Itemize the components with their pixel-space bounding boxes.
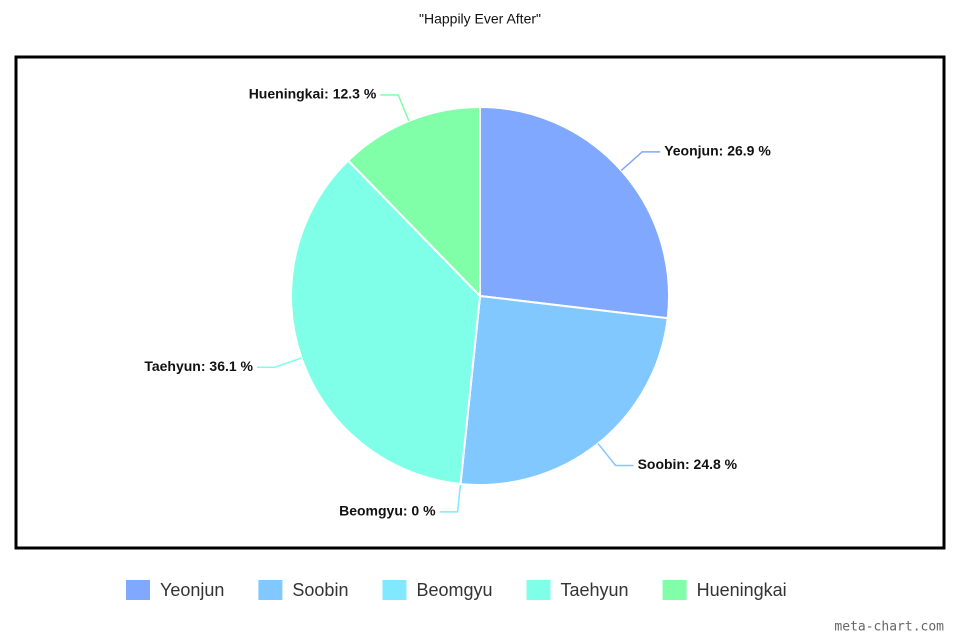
legend-label: Hueningkai [697, 580, 787, 600]
data-label: Hueningkai: 12.3 % [249, 86, 377, 102]
data-label: Taehyun: 36.1 % [144, 358, 253, 374]
legend-label: Beomgyu [416, 580, 492, 600]
data-label: Beomgyu: 0 % [339, 503, 436, 519]
legend-label: Soobin [292, 580, 348, 600]
watermark: meta-chart.com [834, 620, 944, 635]
data-label: Yeonjun: 26.9 % [664, 143, 771, 159]
leader-line [597, 443, 634, 467]
leader-line [620, 151, 661, 172]
leader-line [257, 357, 302, 368]
pie-slice [346, 105, 481, 299]
legend-swatch [526, 580, 551, 600]
legend-swatch [662, 580, 687, 600]
data-label: Soobin: 24.8 % [638, 456, 738, 472]
legend-swatch [126, 580, 150, 600]
legend-label: Yeonjun [160, 580, 224, 600]
chart-title: "Happily Ever After" [419, 11, 541, 27]
leader-line [439, 483, 462, 513]
leader-line [380, 94, 410, 122]
legend-swatch [258, 580, 283, 600]
legend-label: Taehyun [561, 580, 629, 600]
legend-swatch [382, 580, 407, 600]
